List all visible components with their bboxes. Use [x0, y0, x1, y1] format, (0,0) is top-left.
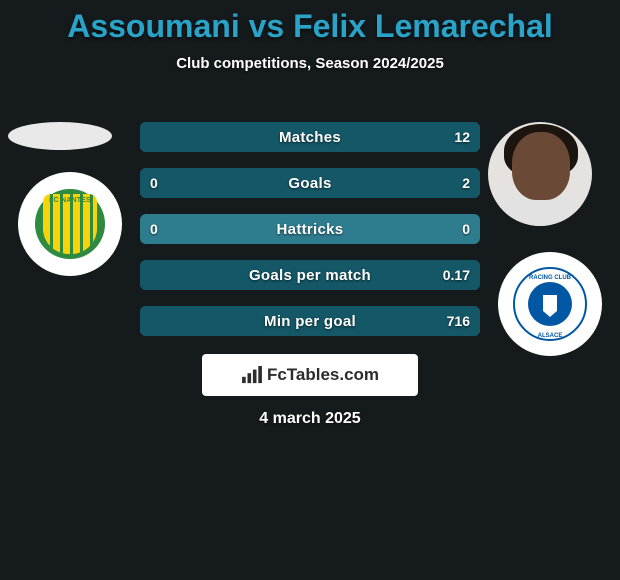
- bars-icon: [241, 366, 263, 384]
- strasbourg-top-text: RACING CLUB: [529, 275, 572, 281]
- player-right-photo: [488, 122, 592, 226]
- nantes-badge: FC NANTES: [35, 189, 105, 259]
- page-title: Assoumani vs Felix Lemarechal: [0, 0, 620, 45]
- player-shoulders: [488, 196, 592, 226]
- stat-row: 0.17Goals per match: [140, 260, 480, 290]
- strasbourg-svg: RACING CLUB ALSACE: [513, 267, 587, 341]
- main-content: Assoumani vs Felix Lemarechal Club compe…: [0, 0, 620, 580]
- nantes-shield: FC NANTES: [43, 194, 97, 254]
- stat-row: 12Matches: [140, 122, 480, 152]
- stat-row: 00Hattricks: [140, 214, 480, 244]
- stat-label: Goals: [140, 168, 480, 198]
- stat-label: Goals per match: [140, 260, 480, 290]
- stat-row: 716Min per goal: [140, 306, 480, 336]
- subtitle: Club competitions, Season 2024/2025: [0, 55, 620, 72]
- branding-badge: FcTables.com: [202, 354, 418, 396]
- player-right-avatar: [488, 122, 592, 226]
- strasbourg-bottom-text: ALSACE: [538, 333, 563, 339]
- strasbourg-badge: RACING CLUB ALSACE: [513, 267, 587, 341]
- stats-container: 12Matches 02Goals 00Hattricks 0.17Goals per…: [140, 122, 480, 352]
- branding-text: FcTables.com: [267, 365, 379, 385]
- stat-label: Min per goal: [140, 306, 480, 336]
- player-head: [512, 132, 570, 200]
- player-left-avatar-placeholder: [8, 122, 112, 150]
- club-right-badge: RACING CLUB ALSACE: [498, 252, 602, 356]
- nantes-label: FC NANTES: [43, 197, 97, 204]
- stat-label: Matches: [140, 122, 480, 152]
- club-left-badge: FC NANTES: [18, 172, 122, 276]
- comparison-date: 4 march 2025: [0, 410, 620, 428]
- stat-label: Hattricks: [140, 214, 480, 244]
- stat-row: 02Goals: [140, 168, 480, 198]
